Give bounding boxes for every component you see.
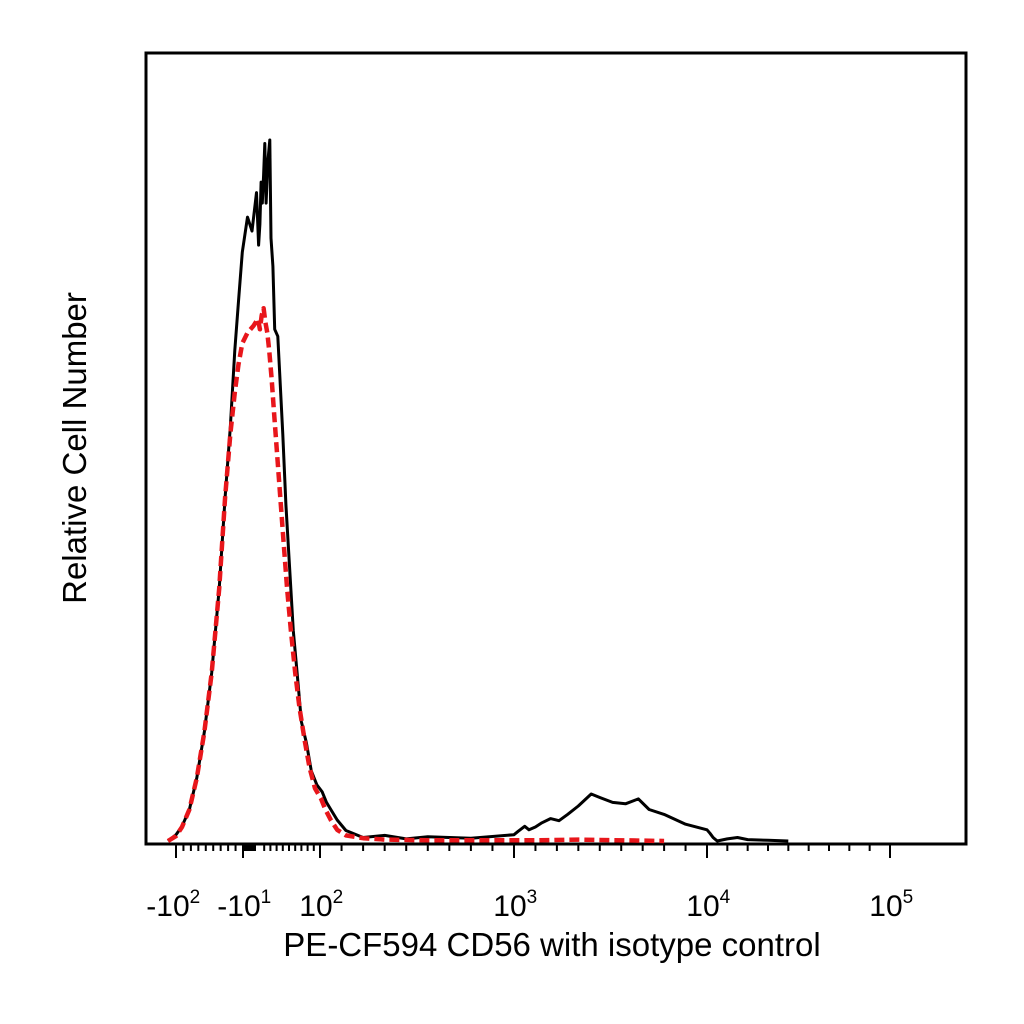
series-line-isotype-control <box>166 305 665 844</box>
x-tick-label: 103 <box>493 887 537 923</box>
x-axis-ticks: -102 -101 102 103 104 105 <box>146 844 913 923</box>
x-tick-label: -102 <box>146 887 200 923</box>
y-axis-title: Relative Cell Number <box>56 292 93 604</box>
x-tick-label: -101 <box>217 887 271 923</box>
x-tick-label: 102 <box>299 887 343 923</box>
x-tick-label: 104 <box>686 887 730 923</box>
series-line-stained <box>167 138 789 843</box>
series-layer <box>166 138 789 844</box>
x-tick-label: 105 <box>869 887 913 923</box>
x-axis-title: PE-CF594 CD56 with isotype control <box>283 926 820 963</box>
